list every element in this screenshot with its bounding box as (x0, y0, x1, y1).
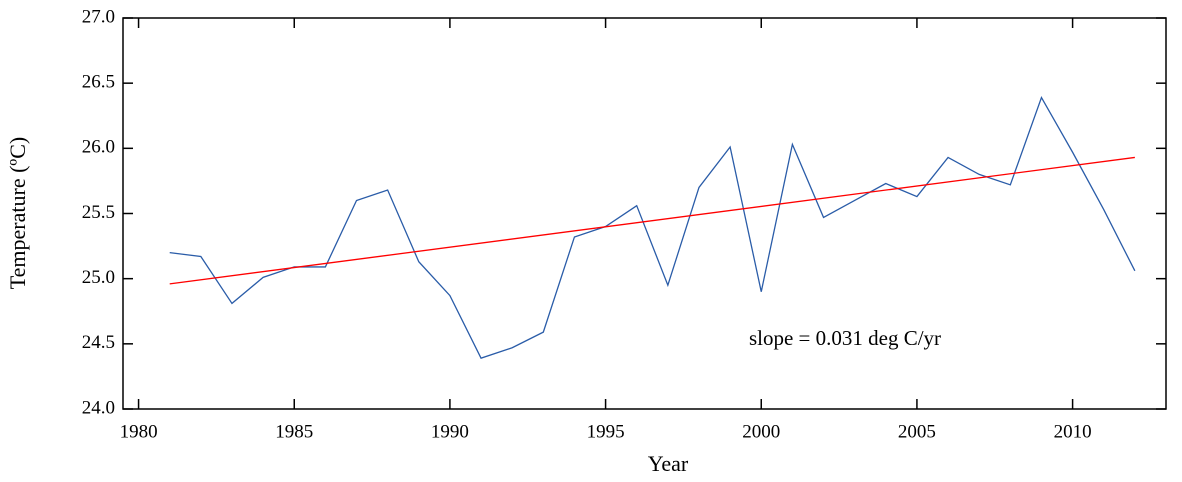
trend-line (169, 156, 1135, 285)
data-line (169, 95, 1136, 359)
x-tick-label: 1980 (120, 421, 158, 442)
y-tick-label: 27.0 (82, 6, 115, 27)
y-tick-label: 24.0 (82, 397, 115, 418)
x-tick-label: 1990 (431, 421, 469, 442)
y-tick-label: 26.5 (82, 72, 115, 93)
y-tick-label: 25.5 (82, 202, 115, 223)
annotation: slope = 0.031 deg C/yr (749, 326, 941, 350)
plot-frame (122, 17, 1167, 410)
y-tick-label: 26.0 (82, 137, 115, 158)
y-tick-label: 24.5 (82, 332, 115, 353)
x-tick-label: 1995 (587, 421, 625, 442)
x-tick-label: 2010 (1054, 421, 1092, 442)
y-tick-label: 25.0 (82, 267, 115, 288)
x-tick-label: 1985 (275, 421, 313, 442)
x-tick-label: 2000 (742, 421, 780, 442)
x-axis-label: Year (648, 451, 689, 476)
y-axis-label: Temperature (ºC) (5, 137, 30, 290)
x-tick-label: 2005 (898, 421, 936, 442)
